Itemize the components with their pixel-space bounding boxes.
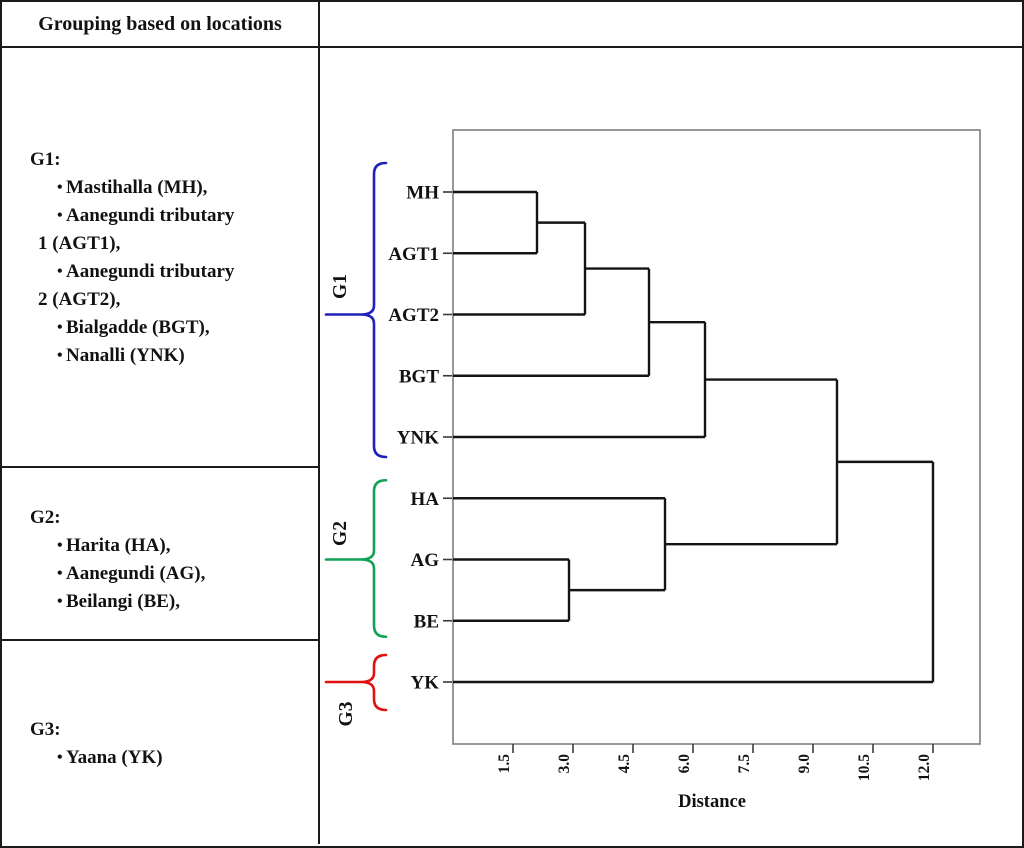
figure-body: G1: • Mastihalla (MH), • Aanegundi tributar…	[2, 48, 1022, 844]
group-items-g1: • Mastihalla (MH), • Aanegundi tributary 1 (…	[30, 174, 308, 370]
location-name: Aanegundi (AG),	[66, 563, 206, 584]
group-location-item: • Nanalli (YNK)	[30, 342, 308, 370]
group-items-g2: • Harita (HA), • Aanegundi (AG), • Beilangi (…	[30, 532, 308, 616]
bullet-icon: •	[57, 263, 63, 280]
group-location-item: • Harita (HA),	[30, 532, 308, 560]
location-name: Harita (HA),	[66, 535, 171, 556]
group-location-item: • Beilangi (BE),	[30, 588, 308, 616]
group-location-item: • Aanegundi tributary 2 (AGT2),	[30, 258, 308, 314]
bullet-icon: •	[57, 347, 63, 364]
location-name: Mastihalla (MH),	[66, 177, 208, 198]
bullet-icon: •	[57, 537, 63, 554]
group-cell-g1: G1: • Mastihalla (MH), • Aanegundi tributar…	[2, 48, 318, 468]
bullet-icon: •	[57, 319, 63, 336]
header-cell-groupings: Grouping based on locations	[2, 2, 320, 46]
header-row: Grouping based on locations	[2, 2, 1022, 48]
group-cell-g3: G3: • Yaana (YK)	[2, 641, 318, 844]
bullet-icon: •	[57, 749, 63, 766]
location-name: Aanegundi tributary 1 (AGT1),	[38, 205, 235, 254]
groupings-column: G1: • Mastihalla (MH), • Aanegundi tributar…	[2, 48, 320, 844]
group-heading-g2: G2:	[30, 507, 61, 528]
location-name: Yaana (YK)	[66, 747, 163, 768]
group-heading-g1: G1:	[30, 149, 61, 170]
bullet-icon: •	[57, 593, 63, 610]
group-cell-g2: G2: • Harita (HA), • Aanegundi (AG), • Beilan…	[2, 468, 318, 641]
header-title: Grouping based on locations	[38, 12, 282, 35]
header-cell-dendrogram	[320, 2, 1022, 46]
group-items-g3: • Yaana (YK)	[30, 744, 308, 772]
location-name: Nanalli (YNK)	[66, 345, 185, 366]
group-location-item: • Yaana (YK)	[30, 744, 308, 772]
bullet-icon: •	[57, 179, 63, 196]
group-location-item: • Aanegundi (AG),	[30, 560, 308, 588]
dendrogram-panel	[320, 48, 1022, 844]
group-location-item: • Bialgadde (BGT),	[30, 314, 308, 342]
location-name: Bialgadde (BGT),	[66, 317, 210, 338]
group-location-item: • Aanegundi tributary 1 (AGT1),	[30, 202, 308, 258]
bullet-icon: •	[57, 565, 63, 582]
group-location-item: • Mastihalla (MH),	[30, 174, 308, 202]
location-name: Aanegundi tributary 2 (AGT2),	[38, 261, 235, 310]
bullet-icon: •	[57, 207, 63, 224]
location-name: Beilangi (BE),	[66, 591, 181, 612]
group-heading-g3: G3:	[30, 719, 61, 740]
